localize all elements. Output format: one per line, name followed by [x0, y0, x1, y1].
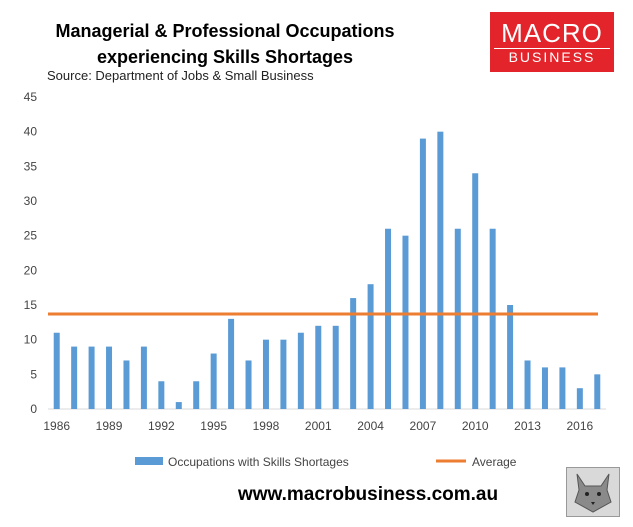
y-tick-label: 0 — [30, 402, 37, 416]
bar — [332, 325, 339, 409]
bar — [140, 346, 147, 409]
bar — [175, 402, 182, 409]
legend-label-average: Average — [472, 455, 517, 469]
bar — [262, 339, 269, 409]
bar — [158, 381, 165, 409]
logo-line-2: BUSINESS — [508, 49, 596, 65]
x-tick-label: 2010 — [462, 419, 489, 433]
source-note: Source: Department of Jobs & Small Busin… — [47, 68, 314, 83]
bar — [524, 360, 531, 409]
logo-line-1: MACRO — [501, 18, 603, 48]
x-tick-label: 1989 — [96, 419, 123, 433]
bar — [541, 367, 548, 409]
bar — [123, 360, 130, 409]
bar — [507, 305, 514, 409]
bar — [88, 346, 95, 409]
bar — [437, 131, 444, 409]
bar — [350, 298, 357, 409]
y-tick-label: 20 — [24, 263, 38, 277]
logo-divider — [494, 48, 610, 49]
y-tick-label: 35 — [24, 159, 38, 173]
x-tick-label: 2016 — [566, 419, 593, 433]
x-tick-label: 1995 — [200, 419, 227, 433]
bar — [210, 353, 217, 409]
bar — [106, 346, 113, 409]
bar — [419, 138, 426, 409]
bar — [472, 173, 479, 409]
x-tick-label: 2001 — [305, 419, 332, 433]
bar — [454, 228, 461, 409]
x-tick-label: 2007 — [410, 419, 437, 433]
y-tick-label: 30 — [24, 194, 38, 208]
x-tick-label: 1998 — [253, 419, 280, 433]
x-tick-label: 2013 — [514, 419, 541, 433]
bar — [367, 284, 374, 409]
wolf-mascot-icon — [566, 467, 620, 517]
title-line-2: experiencing Skills Shortages — [96, 47, 354, 67]
bar — [576, 388, 583, 409]
y-tick-label: 25 — [24, 229, 38, 243]
bar — [594, 374, 601, 409]
bar — [315, 325, 322, 409]
bar — [385, 228, 392, 409]
bar — [297, 332, 304, 409]
chart-title: Managerial & Professional Occupations ex… — [30, 18, 420, 70]
y-tick-label: 40 — [24, 125, 38, 139]
bar — [53, 332, 60, 409]
y-tick-label: 10 — [24, 333, 38, 347]
bar — [245, 360, 252, 409]
y-tick-label: 45 — [24, 90, 38, 104]
bar — [559, 367, 566, 409]
legend-label-bars: Occupations with Skills Shortages — [168, 455, 349, 469]
bar — [402, 235, 409, 409]
legend-swatch-bars — [135, 457, 163, 465]
footer-url: www.macrobusiness.com.au — [238, 484, 499, 505]
y-tick-label: 5 — [30, 367, 37, 381]
bar — [193, 381, 200, 409]
x-tick-label: 1986 — [43, 419, 70, 433]
x-tick-label: 1992 — [148, 419, 175, 433]
title-line-1: Managerial & Professional Occupations — [55, 21, 395, 41]
bar — [228, 318, 235, 409]
bar — [489, 228, 496, 409]
bar — [71, 346, 78, 409]
macrobusiness-logo: MACRO BUSINESS — [490, 12, 614, 72]
x-tick-label: 2004 — [357, 419, 384, 433]
y-tick-label: 15 — [24, 298, 38, 312]
bar — [280, 339, 287, 409]
